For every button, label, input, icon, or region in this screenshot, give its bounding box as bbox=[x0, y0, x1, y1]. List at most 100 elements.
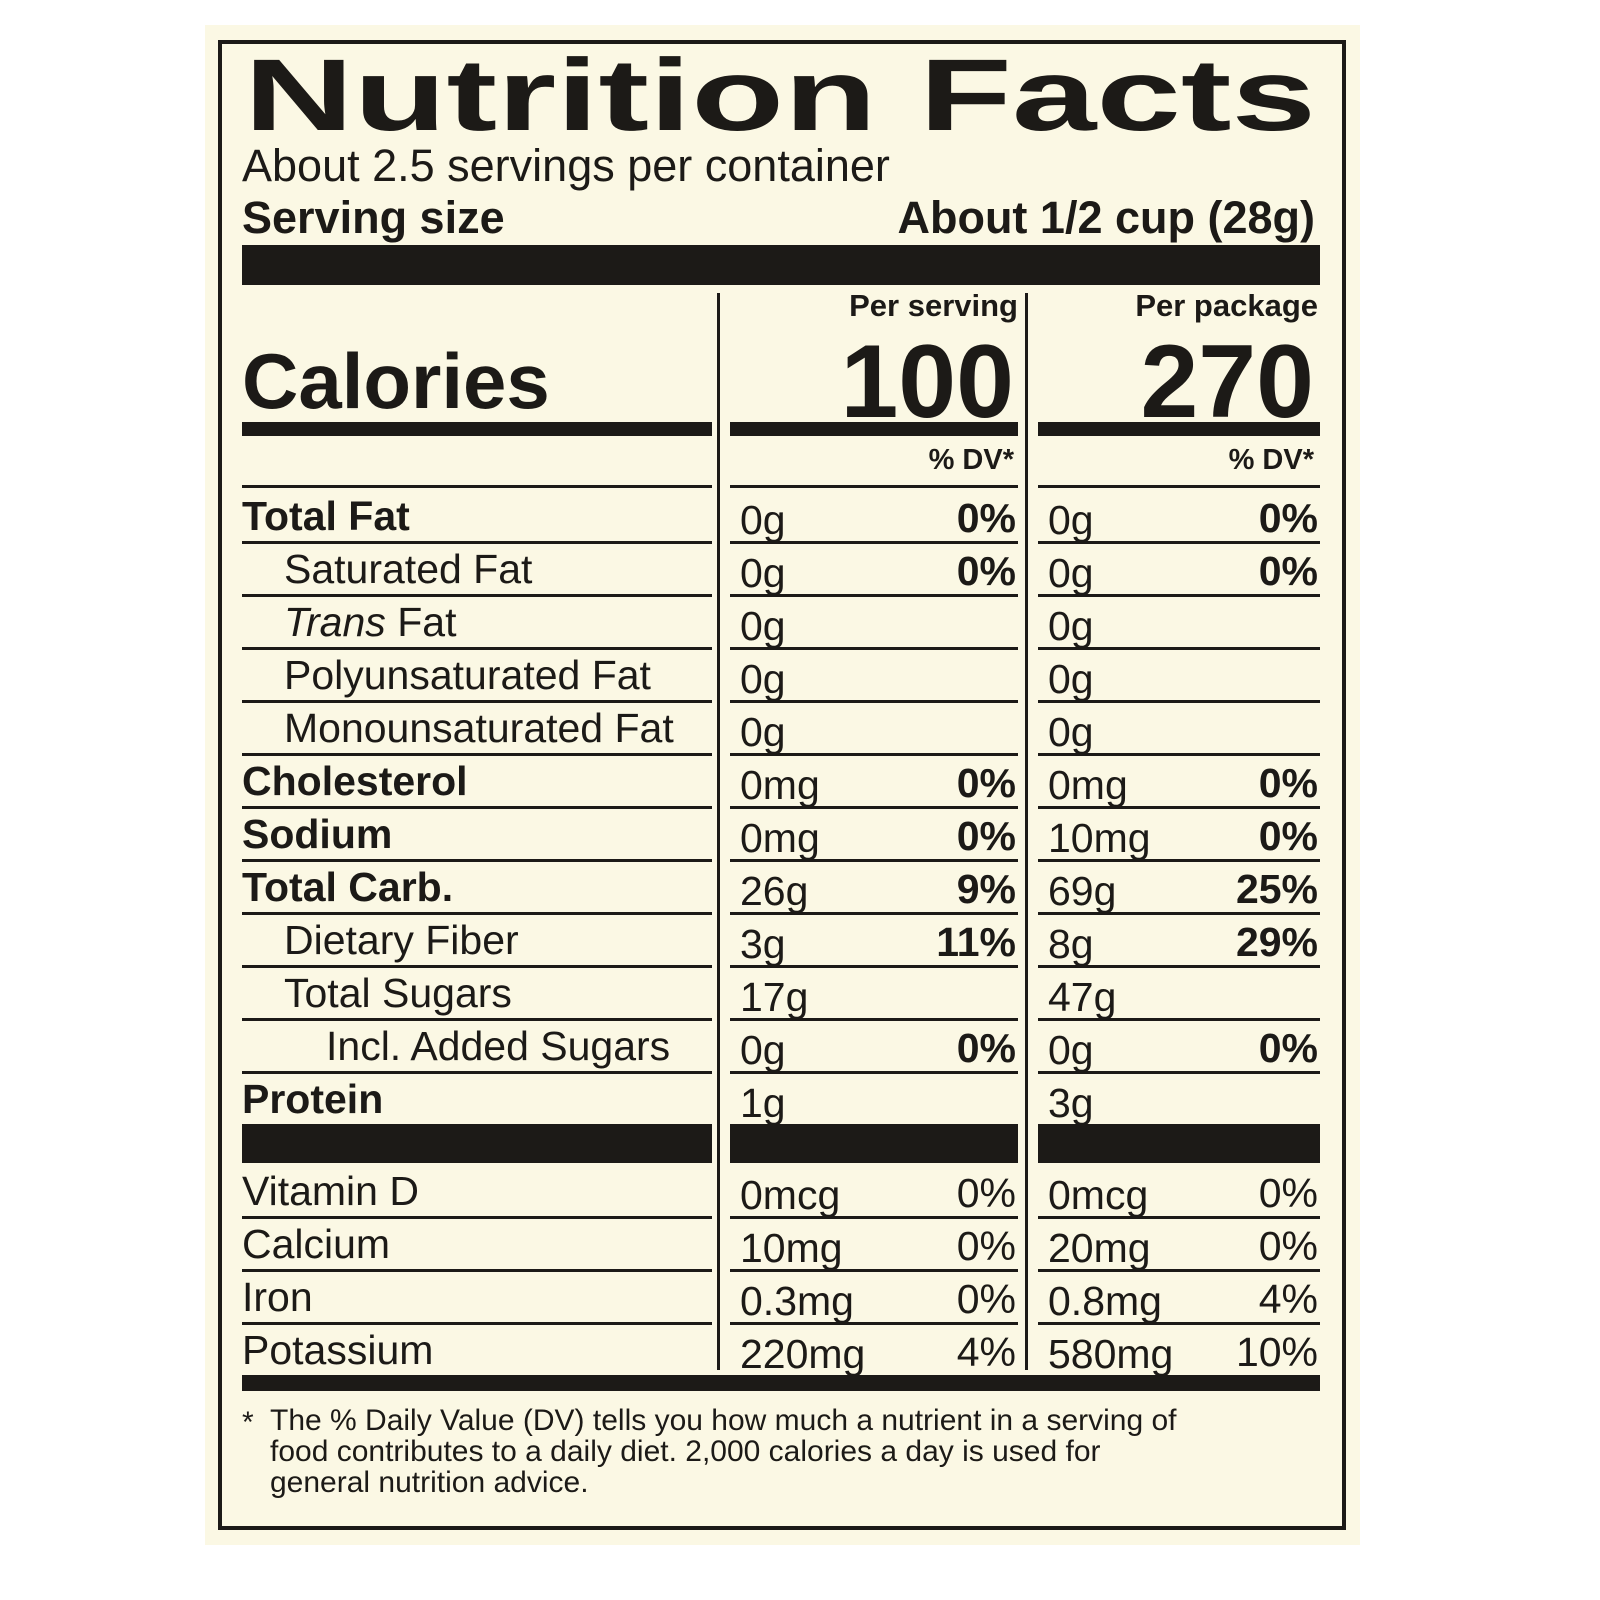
amount: 10mg bbox=[740, 1225, 843, 1271]
amount: 0mg bbox=[740, 815, 820, 861]
column-divider bbox=[1025, 293, 1028, 1370]
row-rule bbox=[1038, 1269, 1320, 1272]
daily-value: 10% bbox=[1235, 1329, 1318, 1375]
amount: 0g bbox=[740, 497, 786, 543]
daily-value: 0% bbox=[1258, 1025, 1318, 1071]
row-rule bbox=[1038, 1216, 1320, 1219]
row-rule bbox=[730, 1322, 1018, 1325]
amount: 26g bbox=[740, 868, 809, 914]
row-rule bbox=[1038, 859, 1320, 862]
label-frame bbox=[218, 40, 1346, 1530]
row-rule bbox=[730, 1018, 1018, 1021]
medium-rule bbox=[730, 422, 1018, 436]
amount: 0g bbox=[1048, 709, 1094, 755]
nutrient-name: Iron bbox=[242, 1274, 313, 1320]
row-rule bbox=[242, 700, 712, 703]
row-rule bbox=[730, 647, 1018, 650]
serving-size-value: About 1/2 cup (28g) bbox=[897, 192, 1315, 243]
footnote-line: food contributes to a daily diet. 2,000 … bbox=[270, 1435, 1101, 1468]
title: Nutrition Facts bbox=[244, 48, 1316, 144]
amount: 0mg bbox=[1048, 762, 1128, 808]
row-rule bbox=[730, 1071, 1018, 1074]
amount: 20mg bbox=[1048, 1225, 1151, 1271]
column-header: Per serving bbox=[849, 288, 1018, 323]
amount: 0g bbox=[740, 603, 786, 649]
daily-value: 0% bbox=[956, 1223, 1016, 1269]
nutrient-name: Polyunsaturated Fat bbox=[284, 652, 651, 698]
calories-value: 100 bbox=[840, 324, 1014, 440]
amount: 0g bbox=[1048, 1027, 1094, 1073]
daily-value: 0% bbox=[956, 813, 1016, 859]
calories-label: Calories bbox=[242, 337, 550, 425]
daily-value: 0% bbox=[956, 495, 1016, 541]
dv-header: % DV* bbox=[928, 444, 1014, 476]
thick-rule bbox=[730, 1124, 1018, 1163]
amount: 3g bbox=[1048, 1080, 1094, 1126]
calories-value: 270 bbox=[1140, 324, 1314, 440]
amount: 0g bbox=[740, 550, 786, 596]
daily-value: 0% bbox=[956, 1025, 1016, 1071]
row-rule bbox=[730, 859, 1018, 862]
medium-rule bbox=[1038, 422, 1320, 436]
medium-rule bbox=[242, 422, 712, 436]
row-rule bbox=[242, 1071, 712, 1074]
row-rule bbox=[730, 1216, 1018, 1219]
row-rule bbox=[1038, 912, 1320, 915]
row-rule bbox=[1038, 1322, 1320, 1325]
row-rule bbox=[1038, 1018, 1320, 1021]
row-rule bbox=[242, 594, 712, 597]
amount: 69g bbox=[1048, 868, 1117, 914]
amount: 0g bbox=[1048, 603, 1094, 649]
thin-rule bbox=[730, 485, 1018, 488]
amount: 0mg bbox=[740, 762, 820, 808]
row-rule bbox=[730, 965, 1018, 968]
daily-value: 0% bbox=[1258, 1223, 1318, 1269]
row-rule bbox=[730, 912, 1018, 915]
daily-value: 0% bbox=[1258, 1170, 1318, 1216]
daily-value: 29% bbox=[1235, 919, 1318, 965]
nutrient-name: Vitamin D bbox=[242, 1168, 419, 1214]
row-rule bbox=[730, 753, 1018, 756]
row-rule bbox=[1038, 806, 1320, 809]
row-rule bbox=[242, 1216, 712, 1219]
row-rule bbox=[242, 753, 712, 756]
row-rule bbox=[1038, 594, 1320, 597]
nutrient-name: Monounsaturated Fat bbox=[284, 705, 674, 751]
title-area: Nutrition Facts bbox=[244, 48, 1316, 144]
daily-value: 9% bbox=[956, 866, 1016, 912]
nutrient-name: Potassium bbox=[242, 1327, 434, 1373]
row-rule bbox=[730, 541, 1018, 544]
footnote-mark: * bbox=[242, 1406, 254, 1439]
row-rule bbox=[242, 647, 712, 650]
nutrient-name: Total Sugars bbox=[284, 970, 512, 1016]
daily-value: 0% bbox=[1258, 813, 1318, 859]
row-rule bbox=[1038, 753, 1320, 756]
footnote-line: general nutrition advice. bbox=[270, 1466, 589, 1499]
amount: 47g bbox=[1048, 974, 1117, 1020]
daily-value: 4% bbox=[956, 1329, 1016, 1375]
nutrient-name: Total Fat bbox=[242, 493, 410, 539]
row-rule bbox=[730, 806, 1018, 809]
daily-value: 0% bbox=[956, 1276, 1016, 1322]
amount: 8g bbox=[1048, 921, 1094, 967]
row-rule bbox=[242, 1269, 712, 1272]
row-rule bbox=[242, 1322, 712, 1325]
daily-value: 0% bbox=[1258, 495, 1318, 541]
nutrient-name: Saturated Fat bbox=[284, 546, 533, 592]
amount: 0g bbox=[740, 656, 786, 702]
row-rule bbox=[1038, 965, 1320, 968]
nutrient-name: Cholesterol bbox=[242, 758, 468, 804]
amount: 0.3mg bbox=[740, 1278, 854, 1324]
medium-rule bbox=[242, 1375, 1320, 1391]
daily-value: 4% bbox=[1258, 1276, 1318, 1322]
daily-value: 0% bbox=[1258, 760, 1318, 806]
daily-value: 25% bbox=[1235, 866, 1318, 912]
row-rule bbox=[242, 1018, 712, 1021]
footnote-line: The % Daily Value (DV) tells you how muc… bbox=[270, 1404, 1177, 1437]
amount: 1g bbox=[740, 1080, 786, 1126]
amount: 17g bbox=[740, 974, 809, 1020]
row-rule bbox=[242, 541, 712, 544]
row-rule bbox=[730, 1269, 1018, 1272]
